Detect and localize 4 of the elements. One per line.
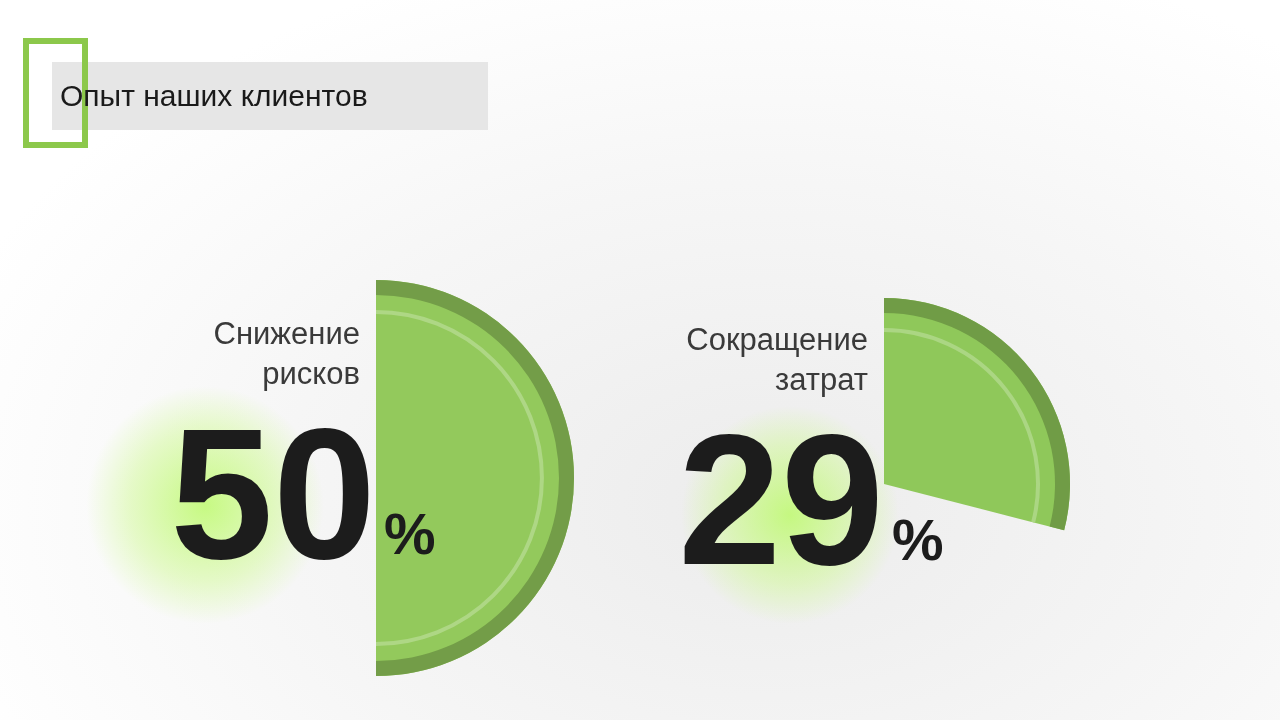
slice-label: Сокращение затрат [686, 322, 868, 397]
data-label: 29% [678, 397, 944, 603]
data-label: 50% [170, 391, 436, 597]
slice-label: Снижение рисков [213, 316, 360, 391]
